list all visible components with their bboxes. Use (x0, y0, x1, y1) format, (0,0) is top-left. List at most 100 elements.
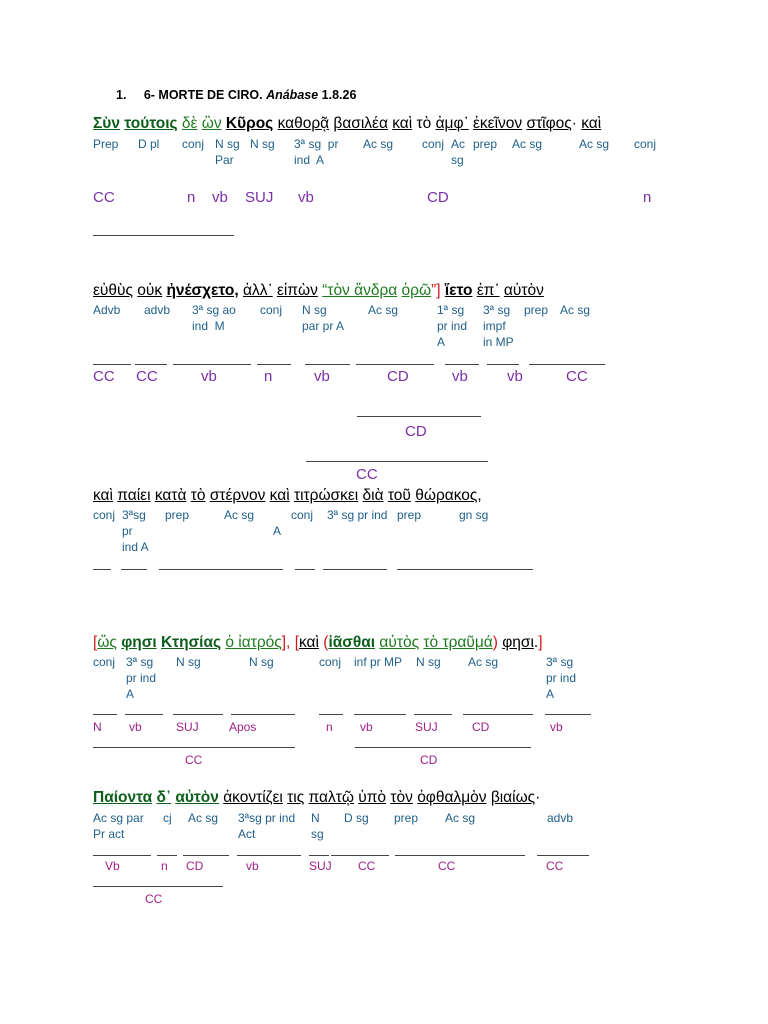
greek-word: καὶ (269, 487, 290, 504)
annotation: Ac sg (451, 137, 466, 167)
annotation: N sg (250, 137, 275, 151)
punctuation: · (571, 115, 577, 132)
syntax-role: CD (420, 753, 438, 767)
syntax-role: SUJ (176, 720, 199, 734)
annotation: prep (524, 303, 549, 317)
greek-word: φησι (121, 634, 157, 651)
greek-word: βιαίως (490, 789, 536, 806)
greek-word: τιτρώσκει (293, 487, 359, 504)
greek-word: ἀλλ᾽ (243, 282, 273, 299)
greek-word: τὸ τραῦμά (423, 634, 493, 651)
annotation: advb (547, 811, 574, 825)
greek-word: τούτοις (124, 115, 178, 132)
blank-line (355, 747, 531, 748)
syntax-role: CC (93, 368, 115, 385)
syntax-role: CC (438, 859, 456, 873)
punctuation: . (533, 634, 539, 651)
annotation: conj (182, 137, 205, 151)
annotation: N sg Par (215, 137, 240, 167)
greek-word: βασιλέα (333, 115, 388, 132)
annotation: N sg par pr A (302, 303, 345, 333)
syntax-role: n (326, 720, 333, 734)
greek-word: δὲ (181, 115, 198, 132)
bracket: ”] (431, 282, 441, 299)
syntax-role: n (161, 859, 168, 873)
greek-word: ἵετο (444, 282, 473, 299)
greek-word: τὸ (416, 115, 432, 132)
blank-line (414, 714, 452, 715)
blank-line (237, 855, 301, 856)
annotation: 3ª sg pr ind (327, 508, 388, 522)
greek-sentence-1: Σὺν τούτοις δὲ ὢν Κῦρος καθορᾷ βασιλέα κ… (93, 115, 601, 133)
blank-line (93, 714, 117, 715)
syntax-role: Vb (105, 859, 120, 873)
syntax-role: CD (427, 189, 449, 206)
syntax-role: vb (246, 859, 259, 873)
annotation: Ac sg (579, 137, 610, 151)
annotation: D sg (344, 811, 369, 825)
greek-word: ὢν (201, 115, 222, 132)
greek-word: καθορᾷ (277, 115, 330, 132)
syntax-role: vb (360, 720, 373, 734)
syntax-role: CC (356, 466, 378, 483)
annotation: conj (93, 655, 116, 669)
greek-word: ἐπ᾽ (476, 282, 500, 299)
syntax-role: vb (550, 720, 563, 734)
greek-sentence-4: [ὥς φησι Κτησίας ὁ ἰατρός], [καὶ (ἰᾶσθαι… (93, 634, 543, 652)
annotation: N sg (311, 811, 324, 841)
greek-word: καὶ (299, 634, 319, 651)
annotation: 3ª sg pr ind A (294, 137, 339, 167)
annotation: prep (394, 811, 419, 825)
greek-word: παλτῷ (308, 789, 354, 806)
greek-word: δ᾽ (156, 789, 172, 806)
blank-line (121, 569, 147, 570)
bracket: [ (93, 634, 98, 651)
blank-line (135, 364, 167, 365)
blank-line (93, 569, 111, 570)
annotation: 3ª sg pr ind A (126, 655, 157, 701)
annotation: Ac sg par Pr act (93, 811, 144, 841)
annotation: advb (144, 303, 171, 317)
blank-line (257, 364, 291, 365)
bracket: [ (294, 634, 299, 651)
annotation: Ac sg (560, 303, 591, 317)
greek-word: Παίοντα (93, 789, 153, 806)
annotation: Ac sg (512, 137, 543, 151)
annotation: cj (163, 811, 172, 825)
blank-line (295, 569, 315, 570)
blank-line (357, 416, 481, 417)
greek-word: αὐτὸν (175, 789, 219, 806)
syntax-role: CC (136, 368, 158, 385)
blank-line (537, 855, 589, 856)
greek-sentence-2: εὐθὺς οὐκ ἠνέσχετο, ἀλλ᾽ εἰπὼν “τὸν ἄνδρ… (93, 282, 544, 300)
annotation: conj (291, 508, 314, 522)
blank-line (173, 714, 223, 715)
blank-line (231, 714, 295, 715)
greek-sentence-5: Παίοντα δ᾽ αὐτὸν ἀκοντίζει τις παλτῷ ὑπὸ… (93, 789, 540, 807)
greek-word: εὐθὺς (93, 282, 133, 299)
blank-line (125, 714, 163, 715)
syntax-role: CC (566, 368, 588, 385)
greek-word: παίει (117, 487, 151, 504)
annotation: D pl (138, 137, 160, 151)
greek-word: ἐκεῖνον (473, 115, 523, 132)
blank-line (354, 714, 406, 715)
greek-word: ἰᾶσθαι (328, 634, 376, 651)
blank-line (93, 886, 223, 887)
blank-line (397, 569, 533, 570)
greek-word: ὁρῶ (401, 282, 432, 299)
annotation: conj (93, 508, 116, 522)
blank-line (157, 855, 177, 856)
greek-word: ὀφθαλμὸν (417, 789, 487, 806)
greek-word: κατὰ (154, 487, 187, 504)
syntax-role: vb (201, 368, 217, 385)
annotation: Ac sg (468, 655, 499, 669)
greek-word: τις (287, 789, 305, 806)
heading: 1. 6- MORTE DE CIRO. Anábase 1.8.26 (116, 88, 356, 102)
syntax-role: vb (298, 189, 314, 206)
greek-sentence-3: καὶ παίει κατὰ τὸ στέρνον καὶ τιτρώσκει … (93, 487, 482, 505)
greek-word: καὶ (581, 115, 602, 132)
annotation: 3ª sg pr ind A (546, 655, 577, 701)
bracket: ] (538, 634, 543, 651)
greek-word: Κτησίας (160, 634, 222, 651)
